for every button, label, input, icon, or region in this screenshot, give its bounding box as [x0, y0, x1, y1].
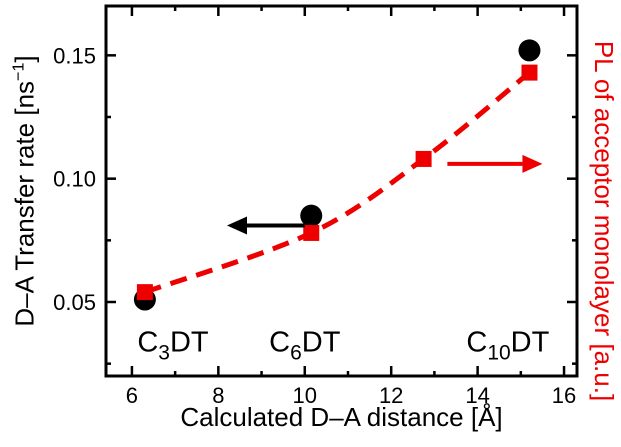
data-point-square: [521, 64, 538, 81]
x-tick-label: 6: [126, 383, 138, 408]
x-axis-title-text: Calculated D–A distance [Å]: [180, 402, 503, 432]
data-point-square: [303, 224, 320, 241]
y-axis-title-right: PL of acceptor monolayer [a.u.]: [589, 40, 619, 402]
dashed-trend-line: [144, 70, 532, 295]
y-tick-label: 0.15: [53, 43, 96, 68]
axes-frame: [104, 4, 579, 378]
sample-label: C10DT: [466, 326, 549, 364]
sample-label: C3DT: [137, 326, 209, 364]
sample-label: C6DT: [269, 326, 341, 364]
data-point-square: [415, 150, 432, 167]
data-point-circle: [300, 204, 323, 227]
x-tick-label: 12: [379, 383, 403, 408]
data-point-square: [136, 284, 153, 301]
x-tick-label: 16: [552, 383, 576, 408]
y-tick-label: 0.05: [53, 290, 96, 315]
y-axis-title-left: D–A Transfer rate [ns−1]: [9, 55, 40, 327]
y-tick-label: 0.10: [53, 167, 96, 192]
data-point-circle: [518, 39, 541, 62]
x-axis-title: Calculated D–A distance [Å]: [106, 404, 577, 430]
x-tick-label: 8: [212, 383, 224, 408]
x-tick-label: 14: [465, 383, 489, 408]
arrow-head: [226, 216, 247, 235]
superscript: −1: [9, 62, 28, 81]
x-tick-label: 10: [293, 383, 317, 408]
arrow-head: [522, 154, 543, 173]
